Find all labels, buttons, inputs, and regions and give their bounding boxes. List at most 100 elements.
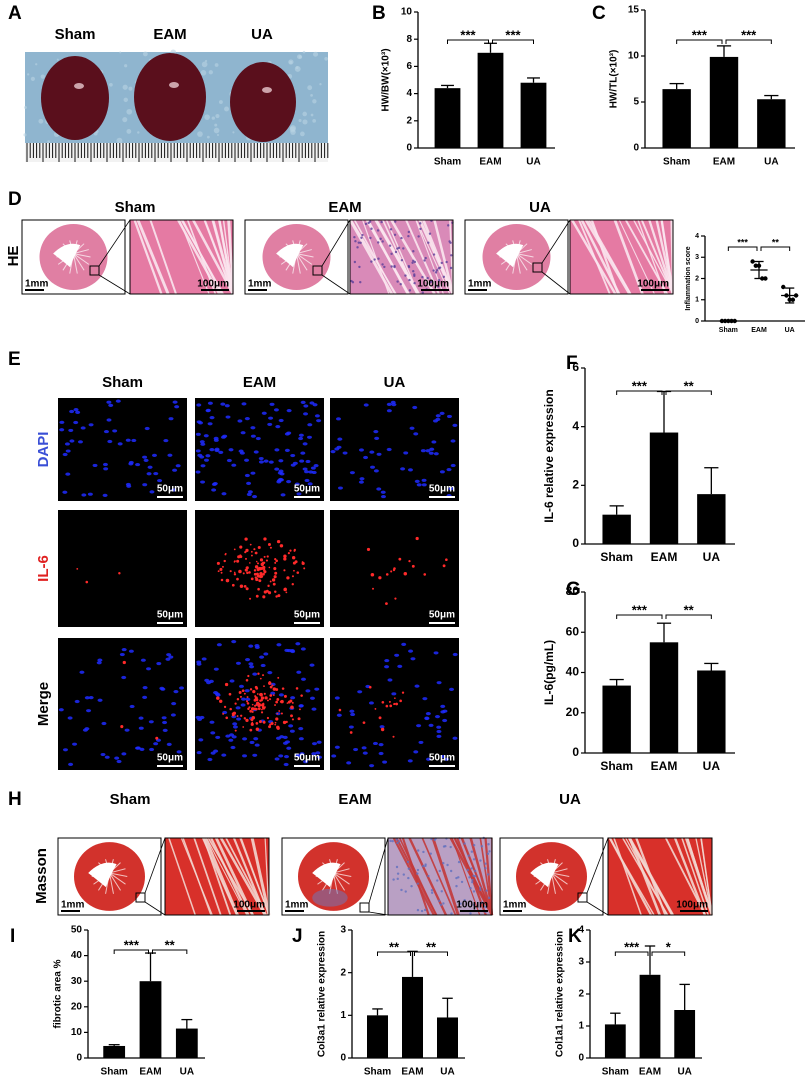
il6-signal <box>267 591 272 595</box>
cell <box>457 860 461 864</box>
photo-texture <box>310 94 313 97</box>
nucleus <box>116 759 122 764</box>
cell <box>420 909 424 913</box>
il6-signal <box>249 543 252 546</box>
il6-signal <box>390 570 393 573</box>
scale-label: 1mm <box>25 279 48 290</box>
il6-signal <box>255 727 260 731</box>
cell <box>413 281 416 285</box>
nucleus <box>143 458 149 462</box>
nucleus <box>298 436 304 441</box>
il6-signal <box>291 575 294 578</box>
il6-signal <box>222 712 225 715</box>
nucleus <box>304 470 310 474</box>
data-point <box>753 263 758 268</box>
cell <box>436 879 439 882</box>
bar <box>477 52 504 148</box>
nucleus <box>302 442 308 446</box>
nucleus <box>299 459 305 463</box>
il6-signal <box>285 591 288 594</box>
trabecula <box>98 862 110 874</box>
y-tick-label: 2 <box>578 989 584 1000</box>
cell <box>440 261 443 265</box>
group-label: UA <box>529 199 551 216</box>
nucleus <box>241 402 247 406</box>
cell <box>407 876 410 880</box>
cell <box>392 878 395 881</box>
il6-signal <box>224 682 229 687</box>
group-label: UA <box>384 374 406 391</box>
il6-signal <box>370 573 375 577</box>
nucleus <box>380 490 386 494</box>
y-tick-label: 50 <box>71 925 83 936</box>
il6-signal <box>239 555 243 559</box>
il6-signal <box>385 602 388 605</box>
nucleus <box>443 757 449 761</box>
nucleus <box>261 411 267 415</box>
scale-label: 1mm <box>503 900 526 911</box>
x-tick-label: EAM <box>139 1067 161 1078</box>
heart <box>230 62 296 142</box>
nucleus <box>211 488 217 492</box>
nucleus <box>439 411 445 415</box>
cell <box>417 235 420 238</box>
nucleus <box>140 658 146 662</box>
il6-signal <box>248 571 251 574</box>
il6-signal <box>268 566 271 569</box>
il6-signal <box>276 712 279 715</box>
cell <box>400 259 404 262</box>
nucleus <box>274 467 280 471</box>
photo-texture <box>122 117 128 123</box>
nucleus <box>121 752 127 756</box>
trabecula <box>285 253 297 271</box>
nucleus <box>235 706 241 710</box>
y-tick-label: 15 <box>628 5 640 16</box>
nucleus <box>268 460 274 464</box>
significance-label: *** <box>692 27 708 42</box>
nucleus <box>226 458 232 463</box>
fiber <box>239 837 270 916</box>
nucleus <box>263 459 269 463</box>
nucleus <box>221 492 227 496</box>
nucleus <box>204 678 210 682</box>
il6-signal <box>362 721 366 725</box>
nucleus <box>228 738 234 742</box>
nucleus <box>373 430 379 434</box>
trabecula <box>93 872 110 885</box>
nucleus <box>97 658 103 662</box>
y-tick-label: 4 <box>695 233 699 240</box>
nucleus <box>203 434 209 438</box>
il6-signal <box>255 722 259 725</box>
cell <box>408 289 412 292</box>
significance-label: ** <box>684 378 695 393</box>
il6-signal <box>245 566 248 569</box>
photo-texture <box>128 86 133 91</box>
cell <box>449 845 452 849</box>
il6-signal <box>389 704 393 708</box>
il6-signal <box>220 578 224 582</box>
nucleus <box>435 417 441 422</box>
nucleus <box>240 431 246 435</box>
significance-label: *** <box>460 27 476 42</box>
y-tick-label: 3 <box>578 957 584 968</box>
nucleus <box>129 704 135 709</box>
nucleus <box>65 472 71 476</box>
cell <box>390 252 393 256</box>
il6-signal <box>262 595 266 599</box>
bar <box>103 1045 126 1058</box>
il6-signal <box>277 594 281 598</box>
cell <box>419 222 422 225</box>
photo-texture <box>137 131 140 134</box>
trabecula <box>279 253 297 258</box>
scale-label: 1mm <box>285 900 308 911</box>
nucleus <box>242 754 248 758</box>
cell <box>487 896 491 900</box>
cell <box>437 267 441 270</box>
fiber <box>181 219 223 295</box>
nucleus <box>197 717 203 721</box>
il6-signal <box>291 583 294 586</box>
trabecula <box>551 872 556 894</box>
il6-signal <box>223 559 226 563</box>
nucleus <box>263 652 269 656</box>
nucleus <box>81 493 87 497</box>
